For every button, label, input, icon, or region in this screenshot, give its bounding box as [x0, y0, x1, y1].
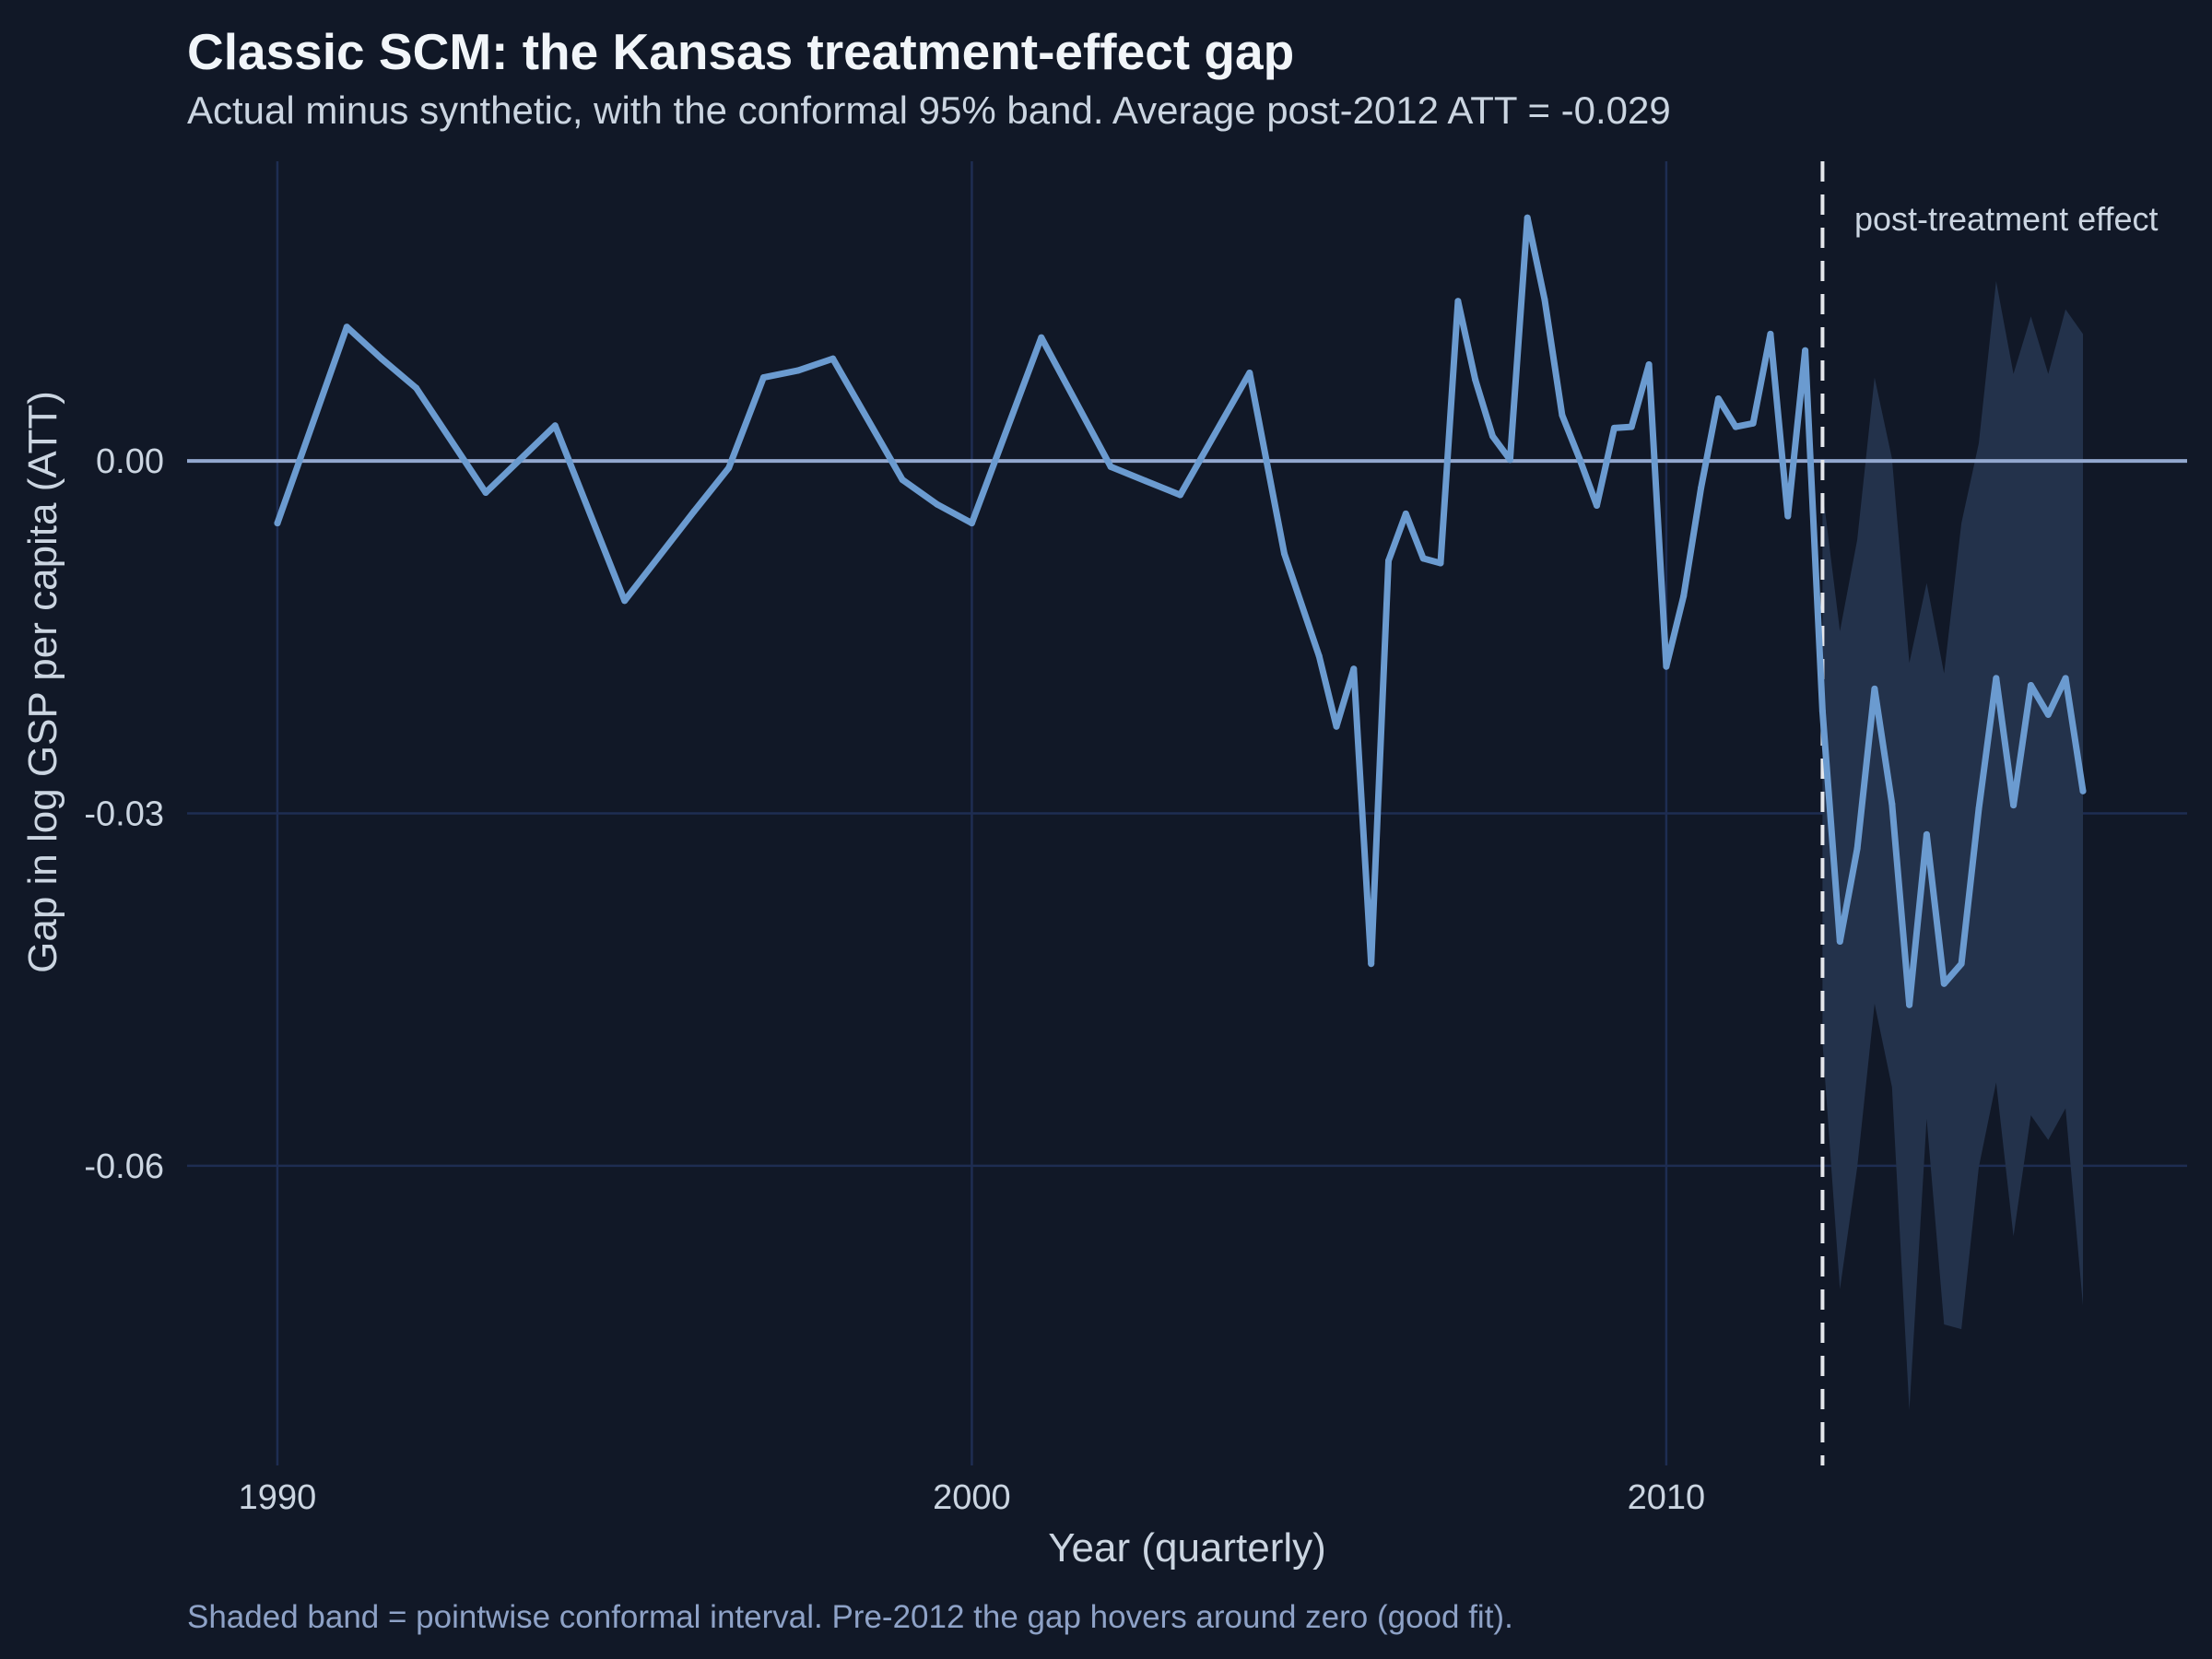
gap-data-point [413, 384, 420, 392]
gap-data-point [1749, 419, 1757, 427]
gap-data-point [794, 367, 802, 374]
gap-data-point [1107, 463, 1114, 470]
gap-data-point [2028, 682, 2034, 688]
gap-data-point [725, 465, 733, 472]
gap-data-point [1419, 555, 1427, 562]
gap-data-point [1177, 491, 1183, 499]
gap-data-point [1645, 361, 1653, 368]
gap-data-point [1784, 512, 1792, 520]
gap-data-point [1142, 477, 1149, 485]
x-tick-label: 2010 [1628, 1478, 1706, 1517]
gap-data-point [1489, 432, 1496, 440]
conformal-band [1822, 281, 2083, 1411]
gap-data-point [1541, 296, 1548, 303]
gap-data-point [1402, 510, 1409, 517]
gap-data-point [1281, 550, 1288, 558]
gap-data-point [1714, 395, 1722, 402]
y-tick-label: -0.06 [84, 1147, 164, 1186]
gap-data-point [1871, 685, 1878, 692]
chart-subtitle: Actual minus synthetic, with the conform… [187, 88, 1671, 132]
gap-data-point [1610, 424, 1618, 431]
gap-data-point [1333, 723, 1340, 730]
chart-caption: Shaded band = pointwise conformal interv… [187, 1599, 1513, 1635]
gap-data-point [274, 520, 281, 527]
gap-data-point [1576, 455, 1583, 462]
gap-data-point [1368, 960, 1375, 968]
gap-data-point [2079, 787, 2087, 794]
gap-data-point [1958, 960, 1965, 968]
gap-data-point [1454, 298, 1462, 305]
y-tick-label: 0.00 [96, 442, 164, 481]
gap-data-point [1802, 347, 1809, 354]
gap-data-point [343, 324, 350, 331]
post-treatment-annotation: post-treatment effect [1854, 200, 2159, 238]
gap-data-point [1472, 376, 1479, 383]
gap-data-point [899, 477, 906, 483]
series-layer [274, 214, 2087, 1008]
gap-data-point [2010, 802, 2018, 809]
gap-data-point [1993, 675, 2000, 682]
x-tick-label: 2000 [933, 1478, 1011, 1517]
gap-data-point [1906, 1001, 1913, 1008]
gap-data-point [934, 500, 941, 508]
gap-data-point [1663, 663, 1670, 670]
gap-data-point [690, 508, 698, 515]
gap-data-point [1853, 845, 1861, 853]
gap-data-point [1836, 938, 1843, 945]
gap-data-point [1315, 653, 1323, 660]
gap-data-point [1437, 559, 1444, 567]
data-points-layer [274, 214, 2087, 1008]
gap-data-point [1818, 708, 1826, 715]
gap-data-point [1940, 980, 1947, 987]
gap-data-point [1594, 502, 1600, 509]
gap-data-point [1732, 423, 1739, 430]
gap-series-line [274, 214, 2087, 1008]
gap-data-point [1680, 593, 1688, 600]
gap-data-point [1698, 484, 1705, 491]
gap-data-point [1385, 557, 1392, 564]
conformal-band-layer [1822, 281, 2083, 1411]
gap-data-point [378, 355, 385, 362]
gap-data-point [1975, 805, 1983, 812]
gap-data-point [551, 422, 559, 429]
gap-data-point [2044, 711, 2052, 718]
gap-data-point [830, 355, 837, 362]
chart-title: Classic SCM: the Kansas treatment-effect… [187, 23, 1295, 80]
x-tick-label: 1990 [239, 1478, 317, 1517]
gap-data-point [1888, 800, 1896, 807]
gap-data-point [1350, 665, 1358, 673]
x-axis-title: Year (quarterly) [1048, 1525, 1326, 1571]
gap-data-point [1767, 330, 1774, 337]
gap-data-point [621, 597, 629, 605]
gap-data-point [1524, 214, 1531, 221]
tick-labels: 1990 2000 2010 0.00 -0.03 -0.06 [84, 442, 1705, 1517]
gap-data-point [1628, 423, 1635, 430]
gap-data-point [1559, 411, 1566, 418]
gap-data-point [2062, 675, 2069, 682]
y-tick-label: -0.03 [84, 795, 164, 834]
gap-data-point [1923, 830, 1930, 838]
gap-data-point [759, 374, 767, 382]
y-axis-title: Gap in log GSP per capita (ATT) [20, 391, 65, 973]
gap-data-point [968, 520, 975, 527]
gap-data-point [1038, 334, 1045, 341]
gap-data-point [1506, 456, 1513, 464]
gap-data-point [1246, 370, 1253, 376]
gap-data-point [482, 489, 489, 496]
